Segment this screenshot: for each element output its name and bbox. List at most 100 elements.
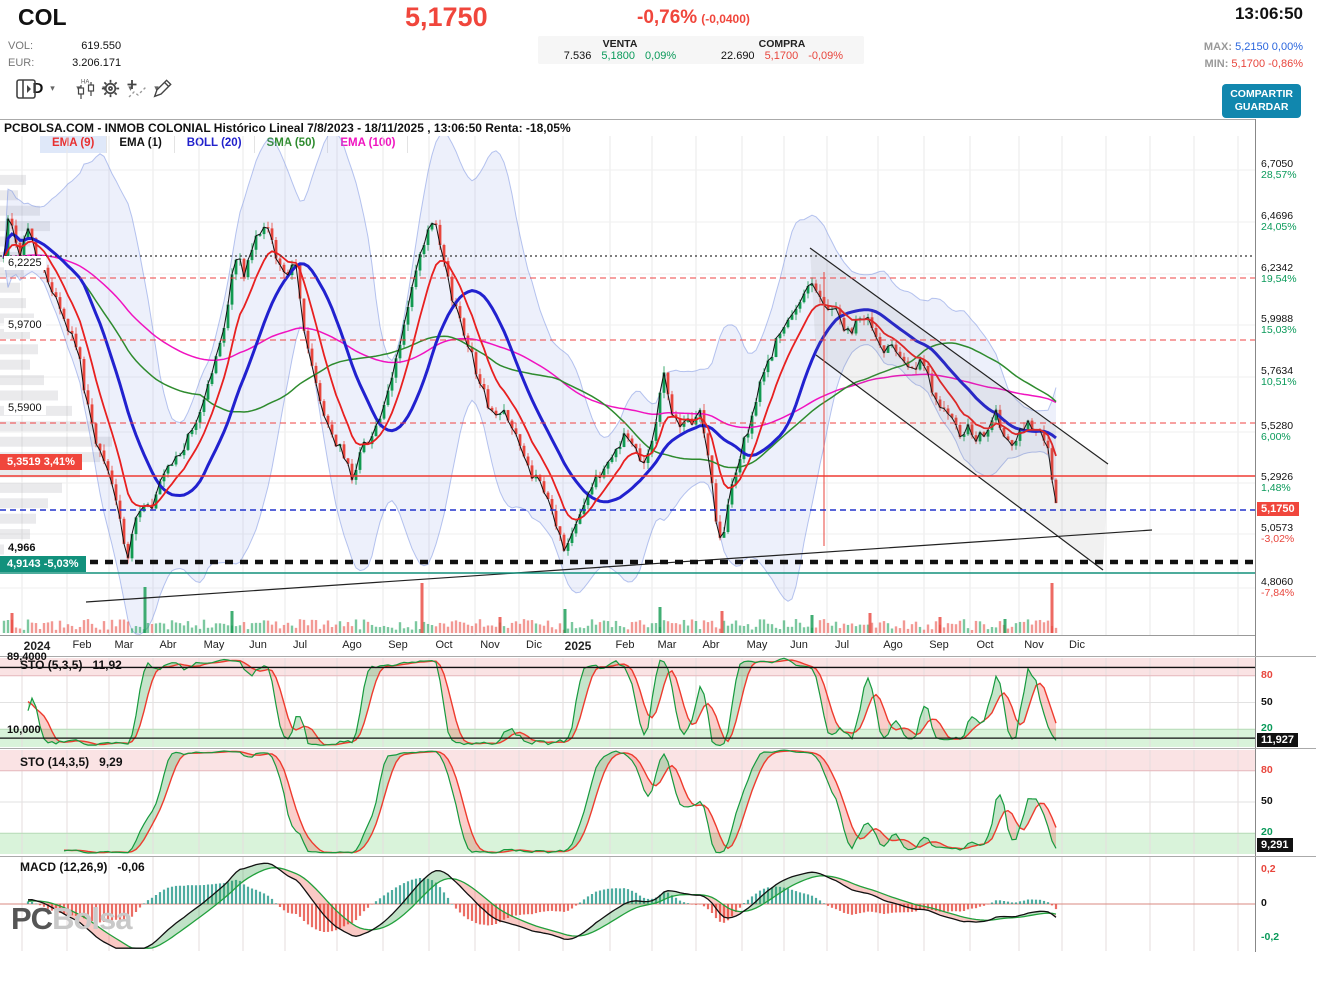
add-indicator-button[interactable]: ▾ — [125, 79, 147, 98]
sto1-value: 11,92 — [92, 658, 122, 672]
price-axis-label: 4,8060 -7,84% — [1261, 576, 1295, 599]
settings-button[interactable]: ▾ — [99, 80, 120, 98]
pcbolsa-watermark: PCBolsa — [11, 901, 133, 936]
symbol-title: COL — [18, 4, 67, 30]
bid-pct: -0,09% — [808, 50, 844, 62]
change-abs: (-0,0400) — [701, 12, 750, 26]
legend-item-0[interactable]: EMA (9) — [40, 136, 108, 153]
axis-month-label: Oct — [976, 639, 994, 651]
sto1-panel[interactable] — [0, 657, 1255, 748]
macd-label: MACD (12,26,9) -0,06 — [20, 860, 145, 874]
axis-month-label: Abr — [159, 639, 177, 651]
ask-qty: 7.536 — [563, 50, 592, 62]
price-axis-label: 6,4696 24,05% — [1261, 210, 1297, 233]
sto1-line-top-label: 89,4000 — [7, 651, 47, 663]
price-axis-label: 5,9988 15,03% — [1261, 313, 1297, 336]
axis-month-label: Mar — [657, 639, 677, 651]
price-axis-label: 5,5280 6,00% — [1261, 420, 1294, 443]
axis-month-label: Sep — [388, 639, 408, 651]
axis-month-label: Jul — [292, 639, 308, 651]
axis-month-label: Ago — [342, 639, 362, 651]
ask-box: VENTA 7.536 5,1800 0,09% — [538, 36, 702, 64]
price-line-label: 4,9143 -5,03% — [0, 556, 86, 572]
chart-type-button[interactable]: HA ▾ — [73, 79, 95, 99]
candlestick-icon: HA — [78, 79, 95, 99]
chevron-down-icon: ▾ — [128, 83, 133, 94]
bid-qty: 22.690 — [720, 50, 755, 62]
svg-text:HA: HA — [81, 79, 89, 85]
timeframe-button[interactable]: D ▾ — [32, 80, 55, 98]
axis-month-label: Dic — [526, 639, 542, 651]
min-row: MIN: 5,1700 -0,86% — [1204, 58, 1303, 70]
last-price: 5,1750 — [405, 2, 488, 32]
price-axis-label: 5,7634 10,51% — [1261, 365, 1297, 388]
chart-toolbar: D▾ HA ▾ ▾ ▾ ▾ — [0, 78, 1317, 118]
chart-title: PCBOLSA.COM - INMOB COLONIAL Histórico L… — [4, 121, 571, 135]
max-price: 5,2150 — [1235, 41, 1269, 53]
chevron-down-icon: ▾ — [50, 83, 55, 94]
price-axis-label: 5,0573 -3,02% — [1261, 522, 1295, 545]
max-pct: 0,00% — [1271, 41, 1303, 53]
axis-month-label: Nov — [480, 639, 500, 651]
price-line-label: 6,2225 — [4, 256, 46, 270]
axis-month-label: Oct — [435, 639, 453, 651]
sto2-axis-label: 20 — [1261, 826, 1273, 839]
panel-toggle-icon — [16, 78, 36, 99]
sto1-line-bottom-label: 10,000 — [7, 724, 41, 736]
volume-row: VOL: 619.550 — [8, 40, 122, 52]
price-axis-label: 6,2342 19,54% — [1261, 262, 1297, 285]
min-price: 5,1700 — [1231, 58, 1266, 70]
axis-month-label: Dic — [1069, 639, 1085, 651]
sto2-value-badge: 9,291 — [1257, 838, 1293, 852]
sto1-label: STO (5,3,5) 11,92 — [20, 658, 122, 672]
panel-separator — [0, 856, 1316, 857]
gear-icon — [102, 80, 120, 98]
ask-pct: 0,09% — [644, 50, 677, 62]
draw-button[interactable]: ▾ — [151, 79, 172, 98]
eur-row: EUR: 3.206.171 — [8, 57, 122, 69]
indicator-plus-icon — [127, 79, 147, 98]
macd-panel[interactable] — [0, 857, 1255, 951]
axis-month-label: Jun — [790, 639, 808, 651]
axis-month-label: May — [746, 639, 768, 651]
sto2-panel[interactable] — [0, 749, 1255, 856]
price-line-label: 5,9700 — [4, 318, 46, 332]
price-line-label: 5,3519 3,41% — [0, 454, 82, 470]
price-axis[interactable]: 6,7050 28,57% 6,4696 24,05% 6,2342 19,54% 5,99… — [1255, 119, 1317, 952]
sto2-axis-label: 50 — [1261, 795, 1273, 807]
axis-month-label: Sep — [929, 639, 949, 651]
sto2-label: STO (14,3,5) 9,29 — [20, 755, 123, 769]
chevron-down-icon: ▾ — [154, 83, 159, 94]
legend-item-2[interactable]: BOLL (20) — [175, 136, 255, 153]
price-axis-label: 5,2926 1,48% — [1261, 471, 1294, 494]
eur-value: 3.206.171 — [72, 57, 122, 69]
axis-month-label: Nov — [1024, 639, 1044, 651]
panel-separator — [0, 748, 1316, 749]
price-line-label: 5,5900 — [4, 401, 46, 415]
chart-legend: EMA (9) EMA (1) BOLL (20) SMA (50) EMA (100) — [40, 136, 409, 153]
ask-price: 5,1800 — [601, 50, 635, 62]
share-save-button[interactable]: COMPARTIR GUARDAR — [1222, 84, 1301, 118]
macd-axis-label: 0,2 — [1261, 863, 1276, 875]
time-axis[interactable]: 2024 Feb Mar Abr May Jun Jul Ago Sep Oct Nov Dic 202… — [0, 635, 1255, 657]
main-price-chart[interactable] — [0, 136, 1255, 635]
legend-item-1[interactable]: EMA (1) — [107, 136, 175, 153]
sto2-value: 9,29 — [99, 755, 123, 769]
axis-month-label: Jul — [834, 639, 850, 651]
legend-item-4[interactable]: EMA (100) — [328, 136, 409, 153]
pencil-icon — [153, 79, 172, 98]
panel-separator — [0, 656, 1316, 657]
macd-axis-label: 0 — [1261, 897, 1267, 909]
axis-month-label: Mar — [114, 639, 134, 651]
legend-item-3[interactable]: SMA (50) — [255, 136, 329, 153]
axis-month-label: Feb — [72, 639, 92, 651]
axis-month-label: Ago — [883, 639, 903, 651]
sto1-axis-label: 50 — [1261, 695, 1273, 708]
sto1-axis-label: 80 — [1261, 668, 1273, 681]
sto1-value-badge: 11,927 — [1257, 733, 1299, 747]
bid-box: COMPRA 22.690 5,1700 -0,09% — [700, 36, 864, 64]
price-line-label: 4,966 — [4, 541, 40, 555]
clock: 13:06:50 — [1234, 4, 1303, 23]
max-row: MAX: 5,2150 0,00% — [1203, 41, 1303, 53]
